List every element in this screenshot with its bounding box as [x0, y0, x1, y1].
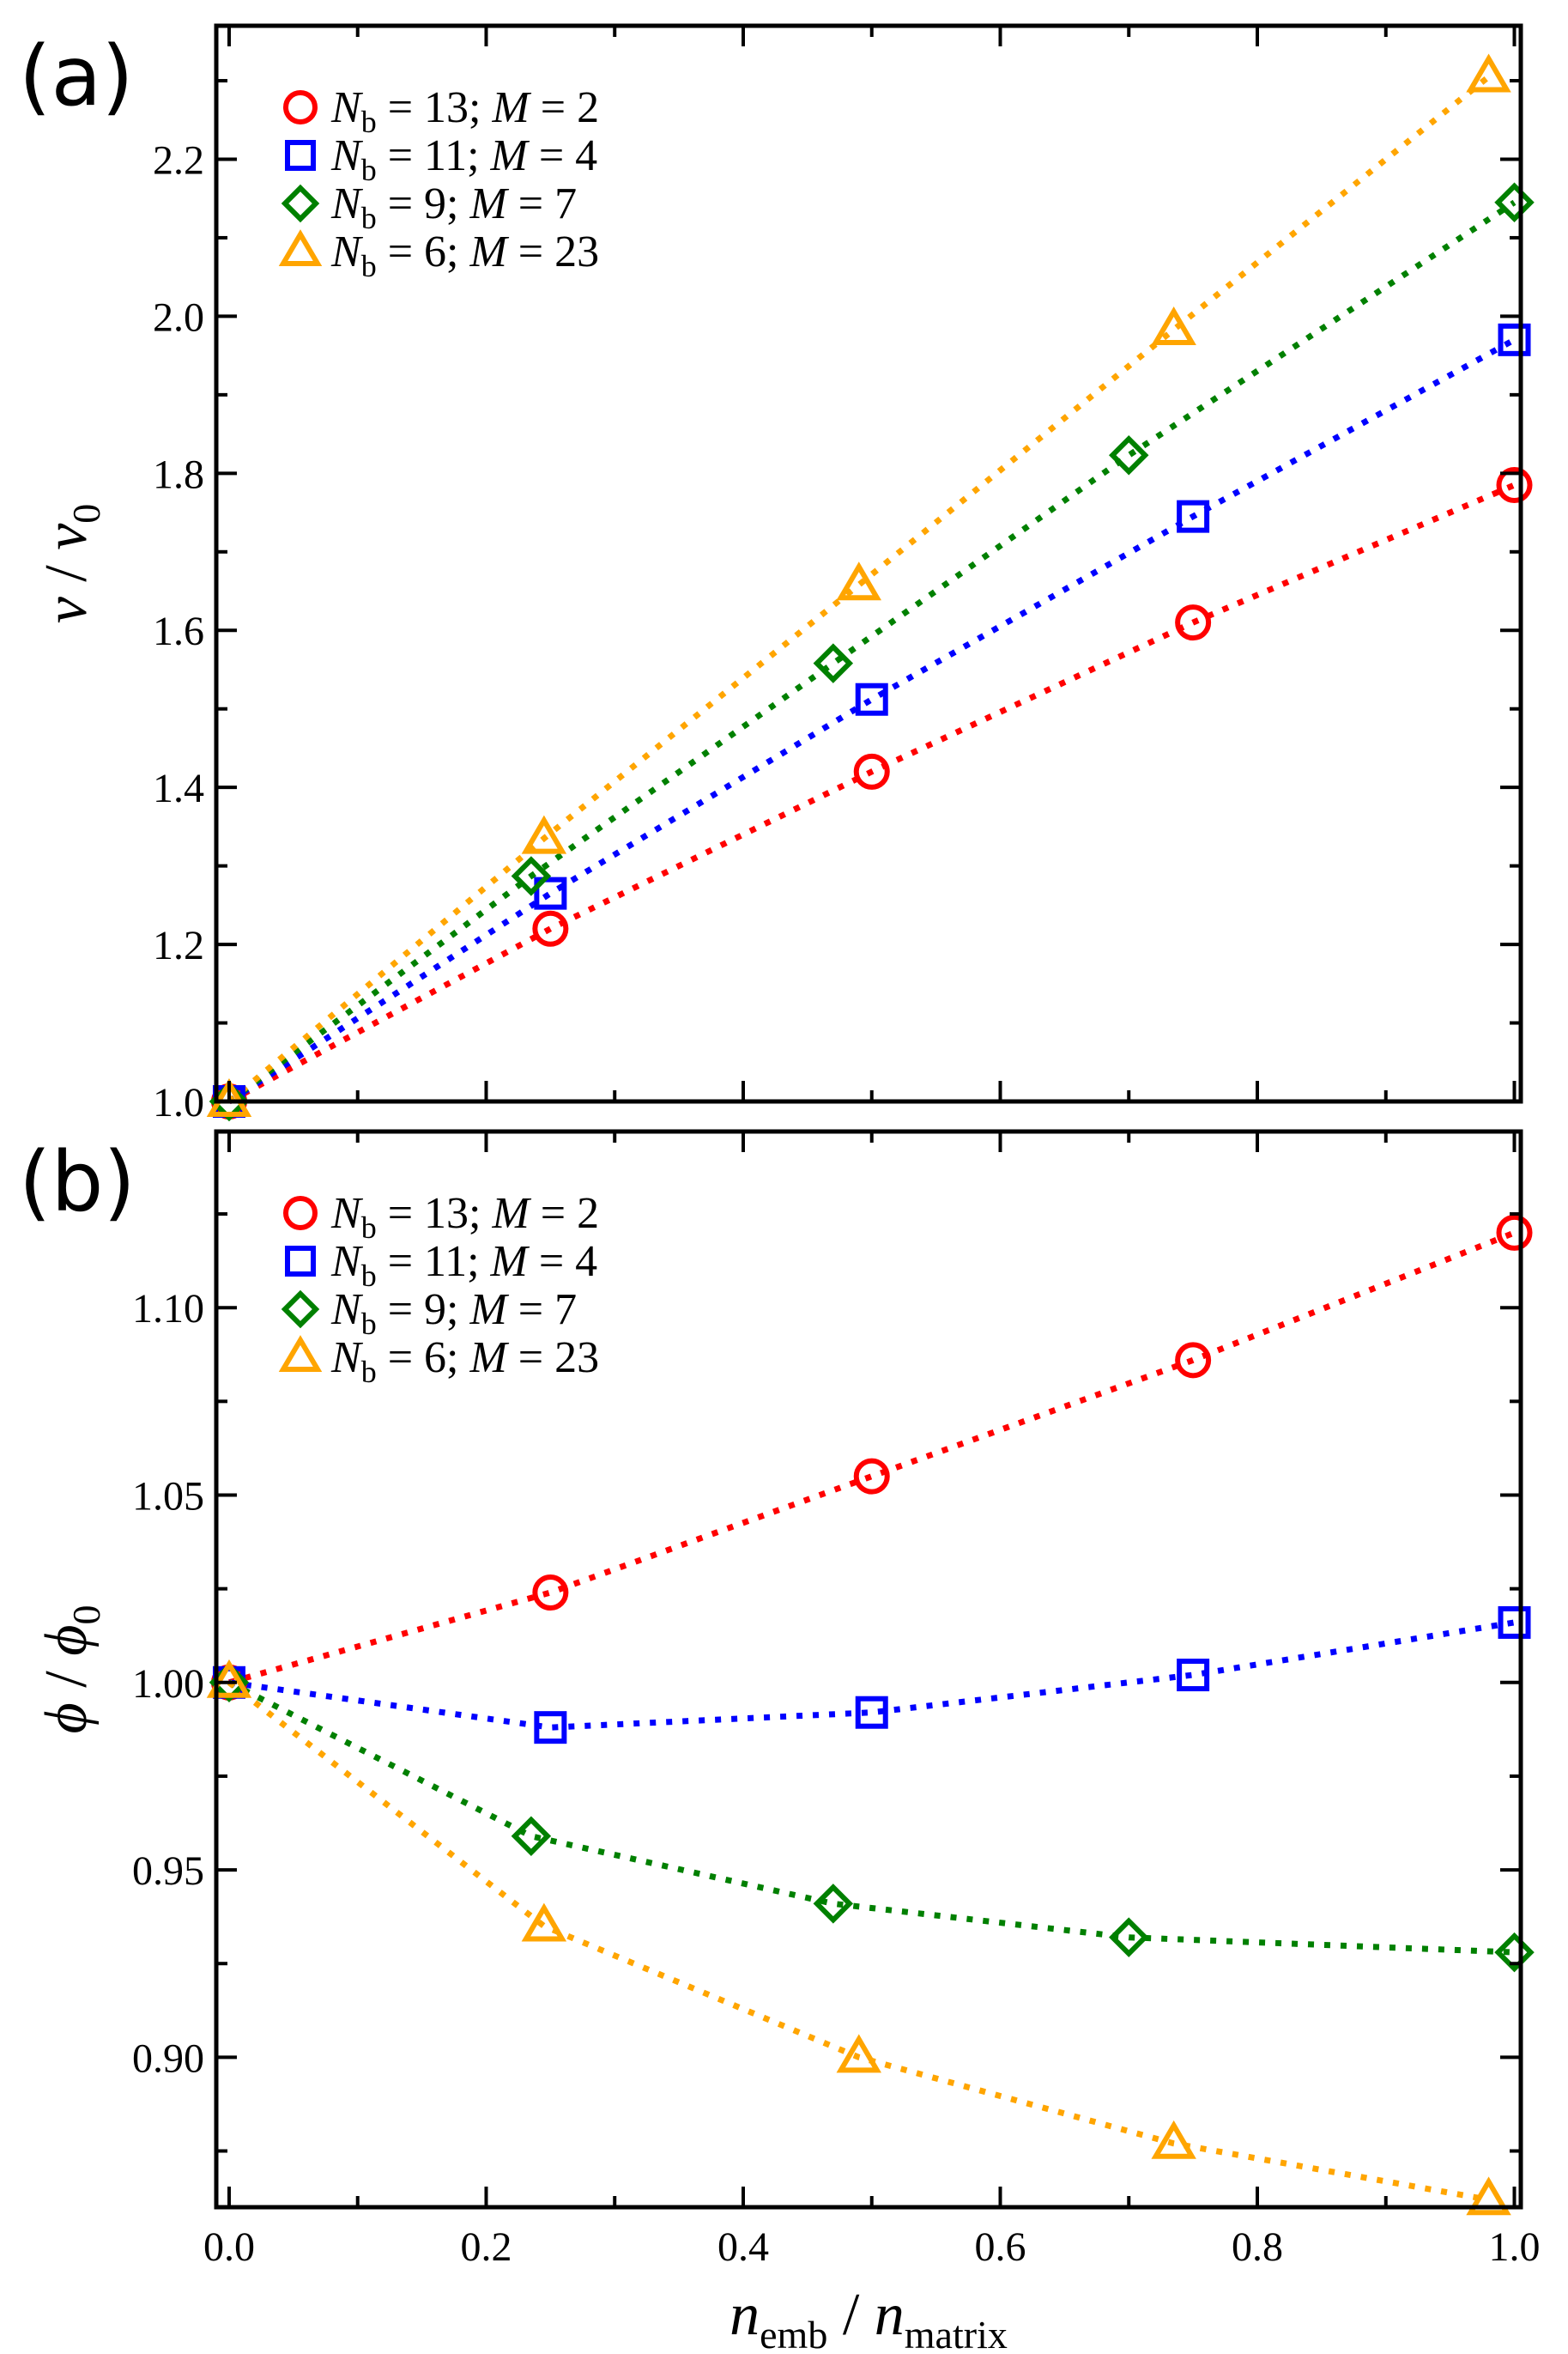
- data-point-0-2: [853, 1458, 890, 1495]
- data-point-2-4: [1494, 1932, 1535, 1973]
- data-point-3-4: [1466, 2176, 1511, 2216]
- series-line-1: [228, 1619, 1516, 1731]
- x-tick-label: 1.0: [1489, 2224, 1541, 2270]
- legend-label-0: Nb = 13; M = 2: [330, 1189, 599, 1245]
- y-tick-label: 2.2: [153, 137, 204, 183]
- data-point-2-3: [1109, 435, 1149, 476]
- y-tick-label: 1.05: [132, 1473, 204, 1519]
- data-point-3-2: [836, 2034, 881, 2073]
- data-point-3-0: [206, 1659, 252, 1698]
- data-point-3-1: [521, 1902, 567, 1942]
- legend-label-0: Nb = 13; M = 2: [330, 83, 599, 139]
- legend-label-3: Nb = 6; M = 23: [330, 1333, 599, 1389]
- data-point-2-1: [511, 1816, 552, 1857]
- series-line-3: [227, 1680, 1490, 2203]
- y-tick-label: 2.0: [153, 294, 204, 340]
- data-point-0-4: [1496, 467, 1533, 504]
- x-tick-label: 0.4: [717, 2224, 769, 2270]
- data-point-0-3: [1175, 604, 1212, 641]
- legend-label-1: Nb = 11; M = 4: [330, 1237, 597, 1293]
- legend-marker-1: [285, 140, 316, 171]
- panel-b: 0.90 0.95 1.00 1.05 1.10 0.0 0.2 0.4 0.6 0.8 1.0 ϕ …: [33, 1129, 1541, 2354]
- legend: Nb = 13; M = 2Nb = 11; M = 4Nb = 9; M = …: [278, 1189, 599, 1389]
- x-tick-label: 0.2: [460, 2224, 512, 2270]
- data-point-2-1: [511, 856, 552, 896]
- data-point-1-3: [1177, 1659, 1210, 1692]
- plot-frame: [214, 1129, 1523, 2210]
- data-point-1-4: [1498, 1605, 1531, 1639]
- data-point-3-0: [206, 1078, 252, 1117]
- legend-marker-1: [285, 1246, 316, 1277]
- data-point-3-2: [836, 561, 881, 601]
- data-point-1-1: [534, 877, 567, 910]
- y-tick-label: 1.0: [153, 1080, 204, 1125]
- x-tick-label: 0.8: [1232, 2224, 1283, 2270]
- data-point-1-4: [1498, 323, 1531, 356]
- data-point-0-4: [1496, 1214, 1533, 1251]
- y-tick-label: 1.8: [153, 452, 204, 497]
- series-line-3: [227, 74, 1491, 1104]
- data-point-1-3: [1177, 500, 1210, 533]
- legend-marker-0: [283, 1196, 318, 1230]
- panel-label-b: (b): [19, 1134, 136, 1230]
- data-point-0-1: [532, 910, 569, 947]
- data-point-3-4: [1466, 53, 1511, 93]
- y-tick-label: 0.95: [132, 1848, 204, 1894]
- data-point-1-1: [534, 1711, 567, 1744]
- data-point-2-2: [813, 1884, 854, 1924]
- legend-marker-3: [278, 229, 323, 266]
- data-point-2-3: [1109, 1917, 1149, 1957]
- plot-frame: [214, 23, 1523, 1104]
- y-tick-label: 1.6: [153, 609, 204, 654]
- legend-marker-3: [278, 1335, 323, 1372]
- series-line-2: [227, 1679, 1515, 1956]
- panel-a: 1.0 1.2 1.4 1.6 1.8 2.0 2.2 v / v0 Nb = 13; M = …: [33, 23, 1535, 1125]
- series-line-2: [227, 199, 1517, 1104]
- data-point-0-1: [532, 1574, 569, 1611]
- legend-label-3: Nb = 6; M = 23: [330, 228, 599, 283]
- series-line-1: [227, 337, 1517, 1104]
- data-point-2-2: [813, 643, 854, 683]
- data-point-2-4: [1494, 182, 1535, 223]
- y-axis-label: ϕ / ϕ0: [33, 1605, 108, 1734]
- y-tick-label: 1.4: [153, 766, 204, 811]
- legend-label-1: Nb = 11; M = 4: [330, 131, 597, 187]
- data-point-3-3: [1151, 2120, 1196, 2159]
- y-axis-label: v / v0: [33, 504, 108, 624]
- y-tick-label: 1.10: [132, 1286, 204, 1332]
- y-tick-label: 0.90: [132, 2035, 204, 2081]
- data-point-1-2: [855, 1696, 888, 1729]
- legend: Nb = 13; M = 2Nb = 11; M = 4Nb = 9; M = …: [278, 83, 599, 283]
- series-line-0: [227, 482, 1516, 1105]
- data-point-0-3: [1175, 1342, 1212, 1379]
- data-point-1-2: [855, 683, 888, 716]
- data-point-3-3: [1151, 306, 1196, 345]
- y-tick-label: 1.2: [153, 923, 204, 968]
- data-point-3-1: [521, 815, 567, 854]
- legend-label-2: Nb = 9; M = 7: [330, 1285, 577, 1341]
- legend-marker-2: [281, 184, 320, 223]
- x-axis-label: nemb / nmatrix: [730, 2282, 1008, 2354]
- legend-label-2: Nb = 9; M = 7: [330, 179, 577, 235]
- legend-marker-0: [283, 90, 318, 124]
- panel-label-a: (a): [19, 28, 134, 124]
- data-point-0-2: [853, 753, 890, 790]
- legend-marker-2: [281, 1289, 320, 1329]
- x-tick-label: 0.0: [203, 2224, 255, 2270]
- x-tick-label: 0.6: [974, 2224, 1026, 2270]
- y-tick-label: 1.00: [132, 1661, 204, 1707]
